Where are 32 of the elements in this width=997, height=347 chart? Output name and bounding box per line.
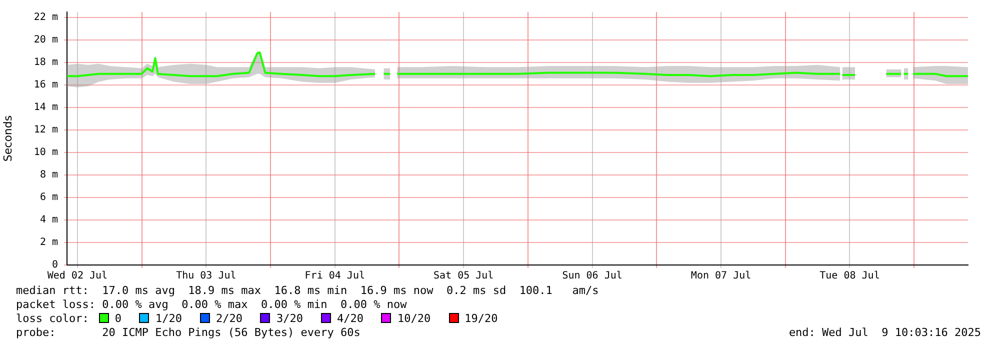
x-tick-label: Sun 06 Jul	[562, 270, 622, 282]
legend-label: 19/20	[464, 312, 498, 325]
y-tick-label: 14 m	[34, 102, 58, 114]
legend-label: 3/20	[275, 312, 303, 325]
legend-label: 0	[114, 312, 122, 325]
x-tick-label: Wed 02 Jul	[47, 270, 108, 282]
y-axis-title: Seconds	[1, 115, 14, 162]
text: probe: 20 ICMP Echo Pings (56 Bytes) every 60s	[16, 326, 360, 339]
text: median rtt: 17.0 ms avg 18.9 ms max 16.8 ms min 16.9 ms now 0.2 ms sd 100.1 am/s	[16, 284, 600, 298]
y-tick-label: 10 m	[34, 147, 58, 158]
x-tick-label: Mon 07 Jul	[690, 270, 752, 282]
text: packet loss: 0.00 % avg 0.00 % max 0.00 % min 0.00 % now	[16, 298, 408, 312]
y-tick-label: 0	[52, 260, 58, 271]
x-tick-label: Sat 05 Jul	[433, 270, 494, 282]
legend-label: 4/20	[336, 312, 364, 325]
y-tick-label: 18 m	[34, 57, 58, 68]
y-tick-label: 20 m	[34, 34, 58, 46]
legend-title: loss color:	[16, 312, 89, 325]
x-tick-label: Fri 04 Jul	[304, 270, 365, 282]
y-tick-label: 4 m	[40, 214, 58, 226]
x-tick-label: Thu 03 Jul	[176, 270, 236, 282]
y-tick-label: 8 m	[40, 170, 58, 181]
y-tick-label: 12 m	[34, 124, 58, 136]
y-tick-label: 6 m	[40, 192, 58, 204]
y-tick-label: 22 m	[34, 12, 58, 24]
y-tick-label: 16 m	[34, 80, 58, 91]
y-tick-label: 2 m	[40, 237, 58, 248]
legend-label: 10/20	[396, 312, 431, 325]
text: end: Wed Jul 9 10:03:16 2025	[788, 326, 981, 340]
x-tick-label: Tue 08 Jul	[820, 270, 880, 282]
legend-label: 2/20	[214, 312, 242, 325]
legend-label: 1/20	[154, 312, 182, 325]
